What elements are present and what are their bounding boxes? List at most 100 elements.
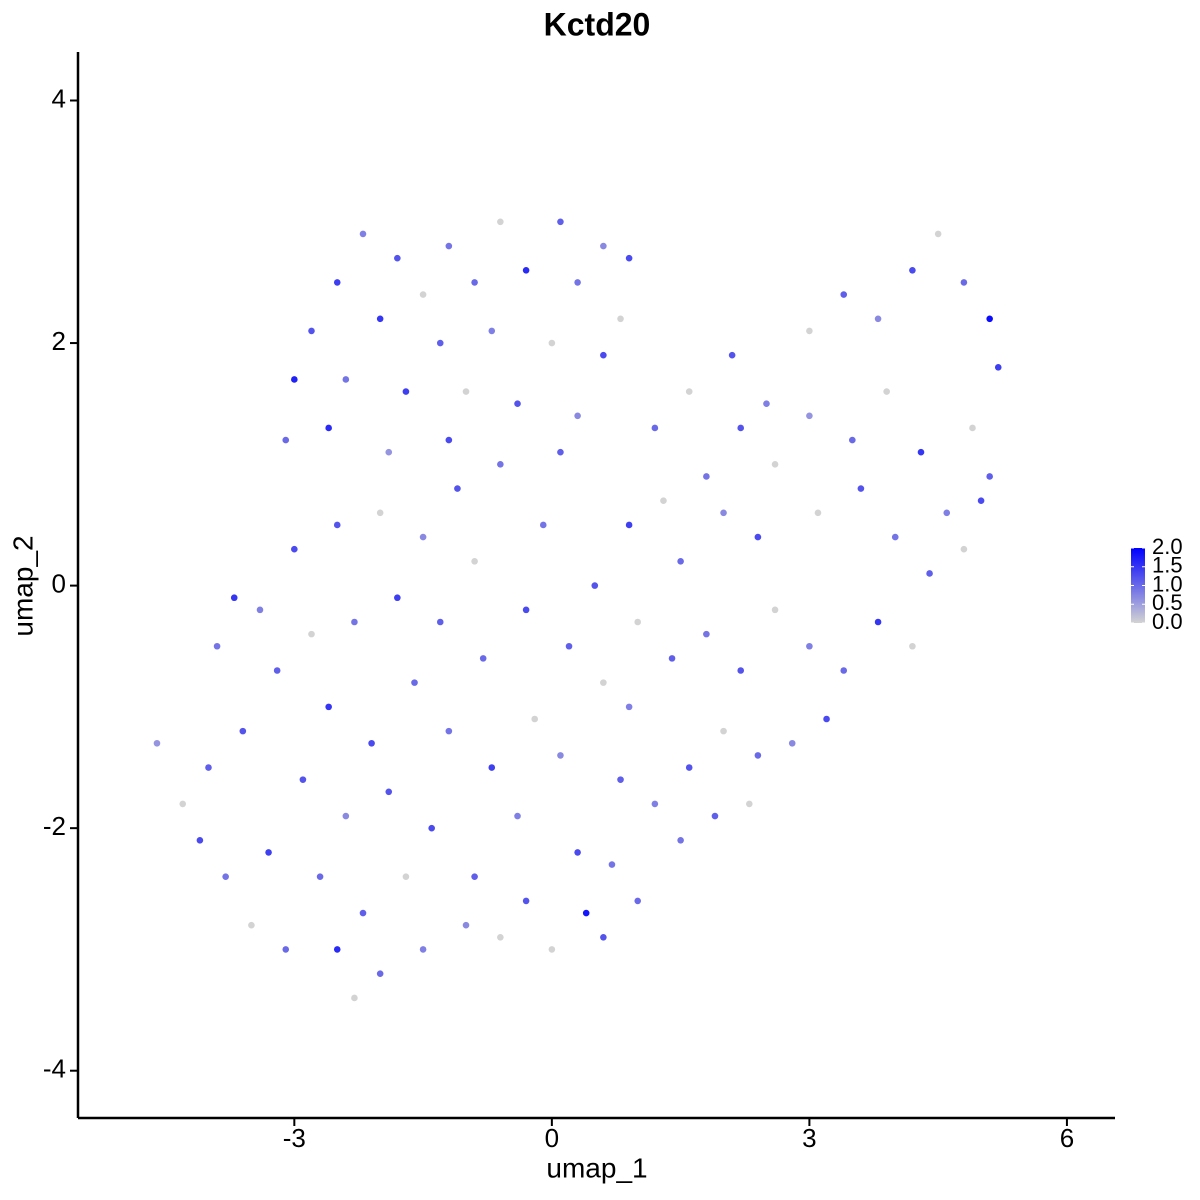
- point: [273, 667, 281, 674]
- point: [754, 533, 762, 541]
- colorbar-label: 1.0: [1152, 571, 1183, 596]
- point: [514, 400, 521, 407]
- point: [394, 594, 401, 602]
- point: [617, 776, 624, 783]
- point: [265, 849, 272, 856]
- point: [874, 618, 882, 626]
- point: [746, 800, 753, 808]
- colorbar-label: 1.5: [1152, 553, 1183, 578]
- point: [857, 485, 865, 492]
- point: [557, 448, 564, 456]
- point: [600, 351, 607, 359]
- point: [685, 764, 693, 771]
- point: [497, 461, 504, 468]
- x-tick-label: 3: [802, 1123, 816, 1153]
- colorbar-label: 2.0: [1152, 534, 1183, 559]
- point: [608, 861, 616, 868]
- point: [651, 800, 659, 808]
- point: [823, 715, 830, 723]
- point: [291, 545, 298, 553]
- point: [522, 897, 530, 905]
- point: [394, 254, 401, 262]
- point: [316, 873, 324, 880]
- point: [522, 606, 530, 614]
- point: [720, 509, 727, 517]
- point: [419, 533, 427, 541]
- y-tick-label: 2: [52, 326, 66, 356]
- point: [986, 315, 993, 323]
- point: [385, 788, 393, 796]
- point: [488, 764, 496, 771]
- point: [325, 424, 332, 432]
- point: [445, 436, 453, 444]
- point: [419, 291, 427, 298]
- point: [411, 679, 418, 686]
- chart-title: Kctd20: [544, 6, 651, 42]
- point: [342, 376, 350, 383]
- point: [445, 727, 453, 735]
- x-tick-label: 6: [1060, 1123, 1074, 1153]
- point: [419, 946, 427, 953]
- point: [213, 642, 221, 650]
- point: [462, 388, 470, 395]
- point: [677, 836, 684, 844]
- point: [342, 812, 350, 820]
- point: [771, 461, 779, 468]
- point: [479, 655, 487, 662]
- point: [574, 279, 581, 286]
- point: [471, 873, 478, 880]
- point: [368, 739, 375, 747]
- point: [806, 642, 813, 650]
- point: [883, 388, 890, 395]
- point: [196, 836, 204, 844]
- point: [806, 412, 813, 420]
- point: [557, 218, 564, 226]
- point: [994, 364, 1002, 371]
- point: [514, 812, 521, 820]
- point: [497, 934, 504, 941]
- point: [617, 315, 624, 323]
- point: [205, 764, 212, 771]
- point: [600, 934, 607, 941]
- point: [668, 655, 676, 662]
- point: [239, 727, 247, 735]
- point: [969, 424, 976, 432]
- point: [943, 509, 951, 517]
- point: [179, 800, 187, 808]
- point: [703, 473, 710, 480]
- point: [926, 570, 933, 577]
- point: [436, 618, 444, 626]
- point: [685, 388, 693, 395]
- x-tick-label: -3: [283, 1123, 306, 1153]
- point: [840, 667, 848, 674]
- point: [634, 618, 642, 626]
- point: [677, 558, 684, 565]
- x-tick-label: 0: [545, 1123, 559, 1153]
- point: [376, 970, 384, 977]
- point: [471, 558, 478, 565]
- point: [600, 242, 607, 250]
- point: [548, 946, 556, 953]
- point: [737, 424, 745, 432]
- point: [531, 715, 538, 723]
- point: [849, 436, 856, 444]
- point: [256, 606, 264, 614]
- y-tick-label: -4: [43, 1054, 66, 1084]
- point: [308, 630, 315, 638]
- point: [986, 473, 993, 480]
- point: [351, 994, 358, 1002]
- point: [600, 679, 607, 686]
- point: [308, 327, 315, 335]
- point: [977, 497, 985, 505]
- point: [891, 533, 899, 541]
- point: [909, 266, 916, 274]
- point: [711, 812, 719, 820]
- point: [445, 242, 453, 250]
- point: [230, 594, 238, 602]
- point: [591, 582, 599, 589]
- point: [248, 921, 255, 929]
- point: [651, 424, 659, 432]
- point: [333, 946, 341, 953]
- point: [282, 436, 290, 444]
- point: [917, 448, 925, 456]
